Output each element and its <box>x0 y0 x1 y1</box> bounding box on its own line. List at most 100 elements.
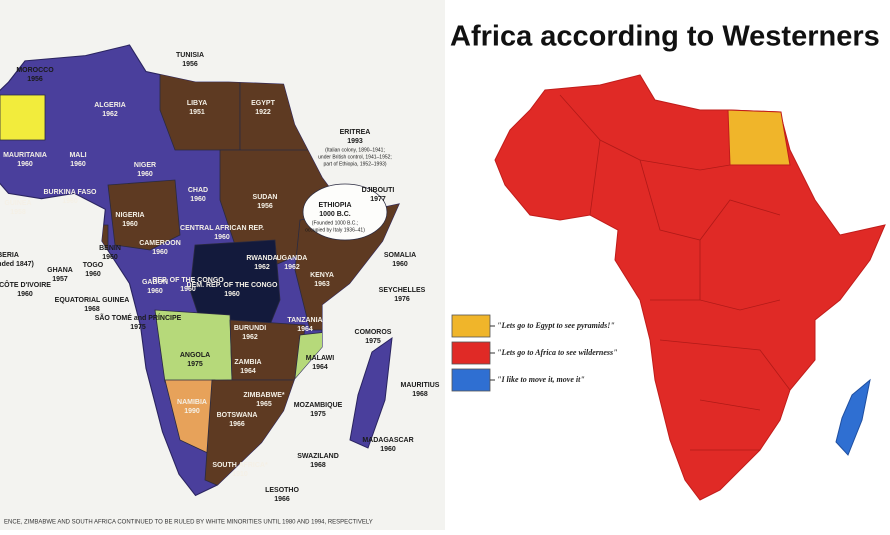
country-name: MOZAMBIQUE <box>294 402 343 409</box>
independence-year: 1960 <box>147 288 163 295</box>
country-name: RWANDA <box>246 255 277 262</box>
country-note: occupied by Italy 1936–41) <box>305 227 365 233</box>
country-name: TOGO <box>83 262 104 269</box>
independence-year: 1975 <box>187 361 203 368</box>
independence-year: 1993 <box>347 138 363 145</box>
country-name: SOMALIA <box>384 252 416 259</box>
westerners-map: Africa according to Westerners "Lets go … <box>450 21 886 501</box>
country-name: BURKINA FASO <box>43 189 97 196</box>
independence-year: 1975 <box>365 338 381 345</box>
independence-year: 1968 <box>412 391 428 398</box>
madagascar <box>349 336 393 449</box>
legend-swatch <box>451 368 491 392</box>
title: Africa according to Westerners <box>450 21 880 53</box>
country-name: MALI <box>69 152 86 159</box>
independence-year: 1960 <box>180 286 196 293</box>
country-name: ZIMBABWE* <box>243 392 284 399</box>
independence-year: 1960 <box>17 161 33 168</box>
independence-year: (Founded 1847) <box>0 261 34 268</box>
independence-year: 1960 <box>224 291 240 298</box>
country-name: DJIBOUTI <box>362 187 395 194</box>
country-name: TUNISIA <box>176 52 204 59</box>
country-name: KENYA <box>310 272 334 279</box>
country-name: TANZANIA <box>287 317 322 324</box>
independence-year: 1956 <box>257 203 273 210</box>
independence-year: 1964 <box>240 368 256 375</box>
independence-year: 1962 <box>284 264 300 271</box>
country-name: EGYPT <box>251 100 275 107</box>
country-name: BOTSWANA <box>217 412 258 419</box>
country-name: SOUTH AFRICA* <box>212 462 268 469</box>
independence-year: 1964 <box>312 364 328 371</box>
country-name: ERITREA <box>340 129 371 136</box>
independence-year: 1910 <box>232 471 248 478</box>
country-name: LIBYA <box>187 100 207 107</box>
country-name: ETHIOPIA <box>318 202 351 209</box>
country-name: ANGOLA <box>180 352 210 359</box>
legend-label: "Lets go to Africa to see wilderness" <box>497 348 618 357</box>
country-name: MADAGASCAR <box>362 437 413 444</box>
independence-year: 1977 <box>370 196 386 203</box>
independence-year: 1960 <box>190 196 206 203</box>
independence-year: 1951 <box>189 109 205 116</box>
independence-year: 1960 <box>102 254 118 261</box>
independence-year: 1960 <box>380 446 396 453</box>
country-note: (Italian colony, 1890–1941; <box>325 147 385 153</box>
independence-year: 1960 <box>122 221 138 228</box>
independence-year: 1962 <box>254 264 270 271</box>
country-name: GHANA <box>47 267 73 274</box>
independence-year: 1975 <box>310 411 326 418</box>
country-name: BURUNDI <box>234 325 266 332</box>
country-name: SWAZILAND <box>297 453 339 460</box>
country-name: CENTRAL AFRICAN REP. <box>180 225 264 232</box>
legend-label: "Lets go to Egypt to see pyramids!" <box>497 321 615 330</box>
independence-year: 1968 <box>310 462 326 469</box>
independence-year: 1960 <box>17 291 33 298</box>
independence-year: 1000 B.C. <box>319 211 351 218</box>
ethiopia <box>302 183 388 241</box>
country-name: GABON <box>142 279 168 286</box>
independence-year: 1922 <box>255 109 271 116</box>
country-name: UGANDA <box>277 255 308 262</box>
independence-year: 1957 <box>52 276 68 283</box>
country-name: COMOROS <box>355 329 392 336</box>
country-name: BERIA <box>0 252 19 259</box>
independence-year: 1960 <box>70 161 86 168</box>
legend-swatch <box>451 314 491 338</box>
country-name: SÃO TOMÉ and PRÍNCIPE <box>95 313 182 322</box>
country-name: NIGER <box>134 162 156 169</box>
independence-year: 1975 <box>130 324 146 331</box>
western-sahara <box>0 94 46 141</box>
legend-label: "I like to move it, move it" <box>497 375 585 384</box>
country-name: NAMIBIA <box>177 399 207 406</box>
country-name: SUDAN <box>253 194 278 201</box>
country-name: MAURITIUS <box>401 382 440 389</box>
country-name: CÔTE D'IVOIRE <box>0 280 51 289</box>
independence-year: 1960 <box>137 171 153 178</box>
country-name: SEYCHELLES <box>379 287 426 294</box>
legend-swatch <box>451 341 491 365</box>
country-name: CAMEROON <box>139 240 181 247</box>
country-note: under British control, 1941–1952; <box>318 154 392 160</box>
country-name: DEM. REP. OF THE CONGO <box>187 282 278 289</box>
independence-year: 1968 <box>84 306 100 313</box>
country-name: BENIN <box>99 245 121 252</box>
country-name: ALGERIA <box>94 102 126 109</box>
legend: "Lets go to Egypt to see pyramids!" "Lets… <box>451 314 618 392</box>
independence-year: 1962 <box>102 111 118 118</box>
independence-year: 1966 <box>274 496 290 503</box>
independence-year: 1956 <box>27 76 43 83</box>
country-name: ZAMBIA <box>234 359 261 366</box>
independence-year: 1958 <box>10 209 26 216</box>
independence-year: 1960 <box>62 198 78 205</box>
madagascar <box>835 378 871 456</box>
country-note: (Founded 1000 B.C.; <box>312 220 358 226</box>
country-note: part of Ethiopia, 1952–1993) <box>323 161 386 167</box>
independence-year: 1976 <box>394 296 410 303</box>
independence-year: 1962 <box>242 334 258 341</box>
country-name: GUINEA <box>4 200 31 207</box>
independence-year: 1963 <box>314 281 330 288</box>
egypt <box>727 109 791 166</box>
